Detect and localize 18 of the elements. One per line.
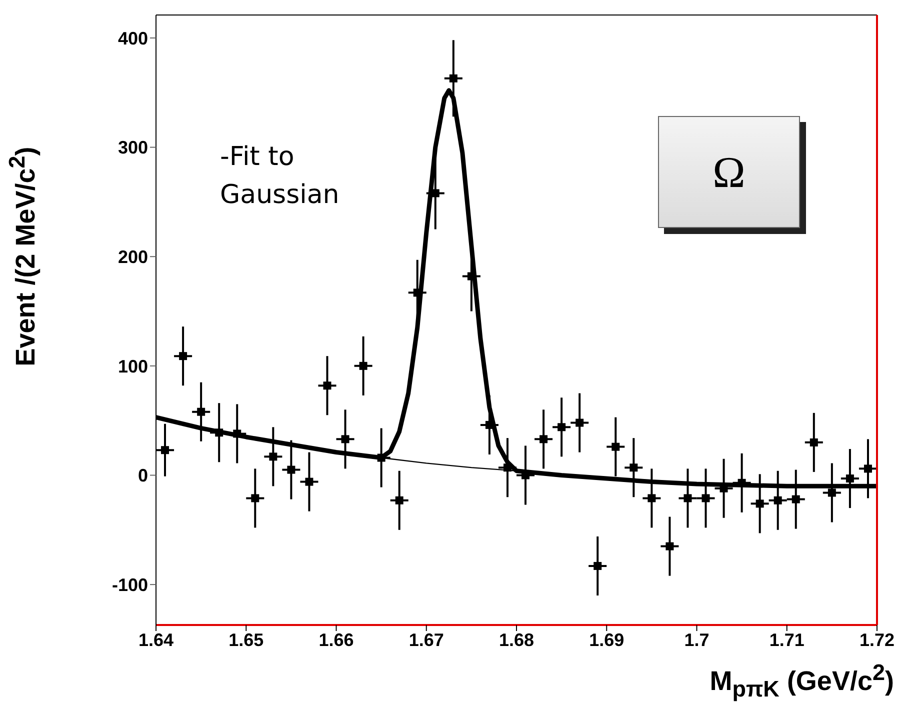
x-tick-label: 1.68 [498, 630, 534, 650]
x-tick-label: 1.71 [769, 630, 804, 650]
x-tick-label: 1.67 [408, 630, 444, 650]
y-tick-label: 300 [118, 138, 148, 158]
annotation: Ω [658, 116, 800, 228]
x-tick-label: 1.64 [138, 630, 174, 650]
x-tick-label: 1.69 [589, 630, 624, 650]
x-axis-title: M$_{pπK}$ (GeV/c$^{2}$) [710, 660, 894, 702]
x-tick-label: 1.66 [318, 630, 354, 650]
x-tick-label: 1.72 [859, 630, 895, 650]
x-tick-label: 1.7 [684, 630, 710, 650]
annotation: -Fit to Gaussian [220, 141, 340, 212]
y-tick-label: 200 [118, 246, 148, 267]
y-tick-label: -100 [112, 574, 148, 595]
y-tick-label: 400 [118, 28, 148, 48]
y-tick-label: 100 [118, 356, 148, 376]
y-tick-label: 0 [138, 466, 148, 486]
x-tick-label: 1.65 [228, 630, 264, 650]
